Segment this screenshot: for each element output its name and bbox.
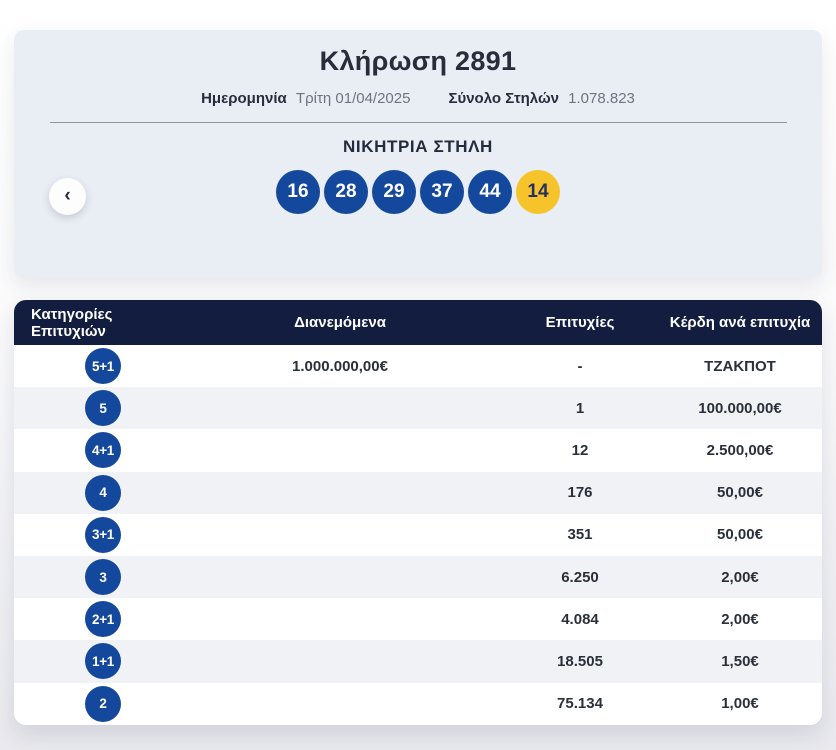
table-header-row: Κατηγορίες Επιτυχιών Διανεμόμενα Επιτυχί… [14,300,822,345]
prize-cell: ΤΖΑΚΠΟΤ [704,357,776,375]
table-row: 5+1 1.000.000,00€ - ΤΖΑΚΠΟΤ [14,345,822,387]
table-row: 4 176 50,00€ [14,471,822,514]
chevron-left-icon: ‹ [64,185,71,206]
winning-number-ball: 29 [372,170,416,214]
winners-cell: 12 [571,441,589,459]
draw-summary-card: Κλήρωση 2891 Ημερομηνία Τρίτη 01/04/2025… [14,30,822,278]
category-badge: 2 [85,685,121,722]
winners-cell: - [577,357,583,375]
draw-date-value: Τρίτη 01/04/2025 [295,90,411,107]
category-badge: 3+1 [85,516,121,553]
category-badge: 4+1 [85,432,121,469]
winning-numbers: 16 28 29 37 44 14 [14,170,822,214]
results-table-card: Κατηγορίες Επιτυχιών Διανεμόμενα Επιτυχί… [14,300,822,725]
prize-cell: 2,00€ [721,568,759,586]
header-categories: Κατηγορίες Επιτυχιών [31,305,113,340]
prize-cell: 50,00€ [717,484,763,502]
winners-cell: 351 [567,526,593,544]
draw-columns-value: 1.078.823 [568,90,635,107]
table-row: 2+1 4.084 2,00€ [14,598,822,640]
distributed-cell: 1.000.000,00€ [292,357,388,375]
winners-cell: 6.250 [561,568,599,586]
category-badge: 1+1 [85,643,121,680]
prize-cell: 2.500,00€ [706,441,774,459]
winning-number-ball: 37 [420,170,464,214]
category-badge: 5 [85,390,121,427]
table-row: 3+1 351 50,00€ [14,514,822,556]
draw-date-label: Ημερομηνία [201,90,287,107]
winners-cell: 4.084 [561,610,599,628]
draw-title: Κλήρωση 2891 [319,46,517,76]
joker-number-ball: 14 [516,170,560,214]
prize-cell: 1,00€ [721,695,759,713]
category-badge: 5+1 [85,348,121,385]
winning-column-title: ΝΙΚΗΤΡΙΑ ΣΤΗΛΗ [343,137,493,156]
winners-cell: 75.134 [557,695,603,713]
winners-cell: 18.505 [557,652,603,670]
draw-columns: Σύνολο Στηλών 1.078.823 [448,90,634,107]
winning-number-ball: 28 [324,170,368,214]
category-badge: 3 [85,559,121,596]
table-row: 2 75.134 1,00€ [14,683,822,725]
header-winners: Επιτυχίες [545,314,615,331]
draw-date: Ημερομηνία Τρίτη 01/04/2025 [201,90,410,107]
draw-columns-label: Σύνολο Στηλών [448,90,559,107]
previous-draw-button[interactable]: ‹ [49,178,86,215]
table-row: 3 6.250 2,00€ [14,555,822,599]
table-row: 1+1 18.505 1,50€ [14,640,822,683]
prize-cell: 100.000,00€ [698,399,782,417]
table-row: 4+1 12 2.500,00€ [14,429,822,471]
table-body: 5+1 1.000.000,00€ - ΤΖΑΚΠΟΤ 5 1 100.000,00€ 4+1… [14,345,822,725]
winning-number-ball: 16 [276,170,320,214]
category-badge: 4 [85,474,121,511]
category-badge: 2+1 [85,601,121,638]
prize-cell: 50,00€ [717,526,763,544]
table-row: 5 1 100.000,00€ [14,387,822,430]
draw-meta: Ημερομηνία Τρίτη 01/04/2025 Σύνολο Στηλώ… [14,90,822,107]
prize-cell: 2,00€ [721,610,759,628]
divider [49,122,787,123]
header-prize: Κέρδη ανά επιτυχία [669,314,811,331]
header-distributed: Διανεμόμενα [294,314,386,331]
winners-cell: 176 [567,484,593,502]
winning-number-ball: 44 [468,170,512,214]
prize-cell: 1,50€ [721,652,759,670]
winners-cell: 1 [575,399,585,417]
